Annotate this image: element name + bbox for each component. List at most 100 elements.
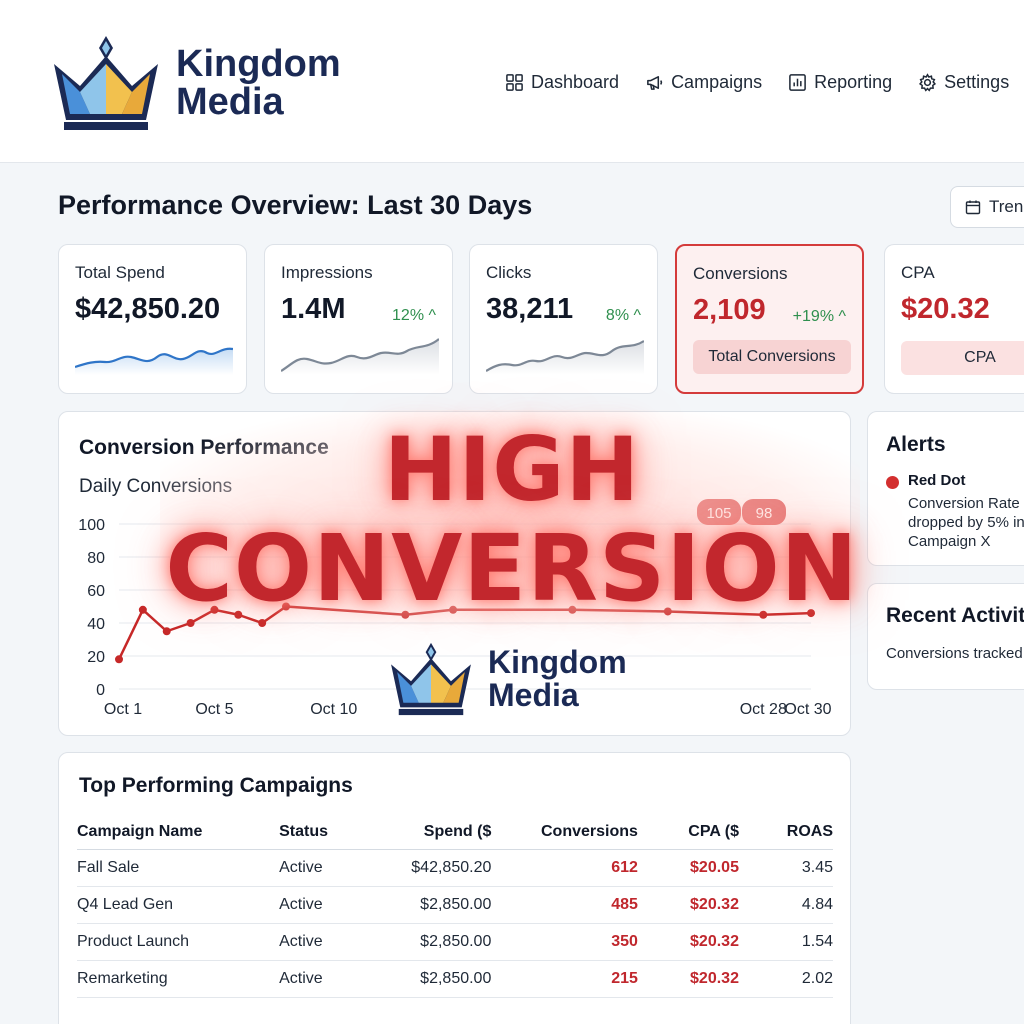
calendar-icon [965, 200, 981, 215]
x-tick-label: Oct 28 [740, 701, 787, 718]
data-point [162, 627, 171, 636]
value-badge: 98 [742, 499, 786, 525]
table-row[interactable]: Product Launch Active $2,850.00 350 $20.… [77, 923, 833, 961]
col-header-spend[interactable]: Spend ($ [370, 815, 492, 850]
cell-roas: 1.54 [738, 923, 833, 961]
kpi-delta: 12% ^ [392, 307, 436, 324]
cell-cpa: $20.32 [637, 960, 739, 998]
data-point [807, 609, 815, 618]
nav-dashboard[interactable]: Dashboard [505, 72, 619, 93]
y-tick-label: 20 [87, 649, 105, 666]
top-header: Kingdom Media Dashboard Campaigns Report… [0, 0, 1024, 163]
data-point [186, 619, 195, 627]
cell-cpa: $20.05 [637, 849, 739, 887]
cell-roas: 3.45 [738, 849, 833, 887]
alerts-title: Alerts [886, 433, 946, 456]
x-tick-label: Oct 5 [195, 701, 233, 718]
cell-campaign: Remarketing [77, 960, 280, 998]
data-point [115, 655, 123, 664]
x-tick-label: Oct 10 [310, 701, 357, 718]
nav-reporting-label: Reporting [814, 72, 893, 92]
kpi-delta: +19% ^ [792, 308, 846, 325]
data-point [568, 605, 577, 614]
red-dot-icon [886, 476, 899, 489]
cell-roas: 4.84 [738, 886, 833, 924]
nav-reporting[interactable]: Reporting [788, 72, 892, 93]
trend-button-label: Trend [989, 197, 1024, 216]
cell-cpa: $20.32 [637, 923, 739, 961]
data-point [759, 610, 768, 619]
sparkline-clicks [486, 340, 644, 375]
nav-campaigns-label: Campaigns [671, 72, 763, 92]
data-point [258, 619, 267, 627]
x-tick-label: Oct 1 [104, 701, 142, 718]
y-tick-label: 100 [78, 517, 105, 534]
nav-campaigns[interactable]: Campaigns [645, 72, 762, 93]
sparkline-spend [75, 347, 233, 375]
cell-spend: $42,850.20 [370, 849, 492, 887]
data-point [282, 602, 291, 611]
chart-title: Conversion Performance [79, 436, 329, 459]
data-point [449, 605, 458, 614]
col-header-status[interactable]: Status [279, 815, 371, 850]
cell-campaign: Q4 Lead Gen [77, 886, 280, 924]
y-tick-label: 60 [87, 583, 105, 600]
cell-status: Active [279, 886, 371, 924]
cell-campaign: Fall Sale [77, 849, 280, 887]
cell-spend: $2,850.00 [370, 960, 492, 998]
col-header-cpa[interactable]: CPA ($ [637, 815, 739, 850]
table-row[interactable]: Q4 Lead Gen Active $2,850.00 485 $20.32 … [77, 886, 833, 924]
kpi-label: Impressions [281, 263, 373, 282]
gear-icon [919, 73, 937, 92]
table-row[interactable]: Remarketing Active $2,850.00 215 $20.32 … [77, 960, 833, 998]
nav-settings[interactable]: Settings [918, 72, 1009, 93]
chart-subtitle: Daily Conversions [79, 476, 233, 497]
y-tick-label: 80 [87, 550, 105, 567]
data-point [663, 607, 672, 616]
kpi-pill-total-conversions[interactable]: Total Conversions [693, 340, 851, 374]
nav-dashboard-label: Dashboard [531, 72, 620, 92]
kpi-card-cpa[interactable]: CPA $20.32 CPA [884, 244, 1024, 394]
kpi-pill-cpa[interactable]: CPA [901, 341, 1024, 375]
kpi-value: $42,850.20 [75, 293, 221, 325]
cell-conversions: 485 [491, 886, 638, 924]
trend-button[interactable]: Trend [950, 186, 1024, 228]
brand-name-line2: Media [176, 81, 284, 123]
kpi-label: CPA [901, 263, 935, 282]
kpi-card-total-spend[interactable]: Total Spend $42,850.20 [58, 244, 247, 394]
cell-campaign: Product Launch [77, 923, 280, 961]
svg-text:98: 98 [756, 505, 773, 522]
kpi-card-conversions[interactable]: Conversions 2,109 +19% ^ Total Conversio… [675, 244, 864, 394]
campaigns-table: Campaign Name Status Spend ($ Conversion… [77, 815, 833, 998]
grid-icon [506, 74, 523, 91]
nav-settings-label: Settings [944, 72, 1010, 92]
top-campaigns-card: Top Performing Campaigns Campaign Name S… [58, 752, 851, 1024]
brand-name: Kingdom Media [176, 45, 341, 121]
crown-logo-icon [54, 36, 158, 130]
cell-status: Active [279, 960, 371, 998]
alerts-card: Alerts Red Dot Conversion Rate dropped b… [867, 411, 1024, 566]
data-point [138, 605, 147, 614]
conversion-performance-card: 100 80 60 40 20 0 Oct 1 Oct 5 Oct 10 Oct 28 Oct 30… [58, 411, 851, 736]
col-header-conversions[interactable]: Conversions [491, 815, 638, 850]
col-header-campaign[interactable]: Campaign Name [77, 815, 280, 850]
kpi-card-clicks[interactable]: Clicks 38,211 8% ^ [469, 244, 658, 394]
cell-conversions: 350 [491, 923, 638, 961]
alert-text: Conversion Rate dropped by 5% in Campaig… [908, 495, 1024, 550]
y-tick-label: 0 [96, 682, 105, 699]
alert-name[interactable]: Red Dot [908, 472, 966, 489]
table-header-row: Campaign Name Status Spend ($ Conversion… [77, 815, 833, 850]
brand-logo[interactable]: Kingdom Media [50, 34, 341, 132]
kpi-card-impressions[interactable]: Impressions 1.4M 12% ^ [264, 244, 453, 394]
table-row[interactable]: Fall Sale Active $42,850.20 612 $20.05 3… [77, 849, 833, 887]
activity-text: Conversions tracked [886, 645, 1023, 662]
kpi-value: 2,109 [693, 294, 766, 326]
svg-text:105: 105 [706, 505, 731, 522]
recent-activity-card: Recent Activity Conversions tracked [867, 583, 1024, 690]
cell-status: Active [279, 923, 371, 961]
cell-status: Active [279, 849, 371, 887]
kpi-value: 38,211 [486, 293, 574, 325]
page-title: Performance Overview: Last 30 Days [58, 190, 533, 220]
col-header-roas[interactable]: ROAS [738, 815, 833, 850]
data-point [401, 610, 410, 619]
